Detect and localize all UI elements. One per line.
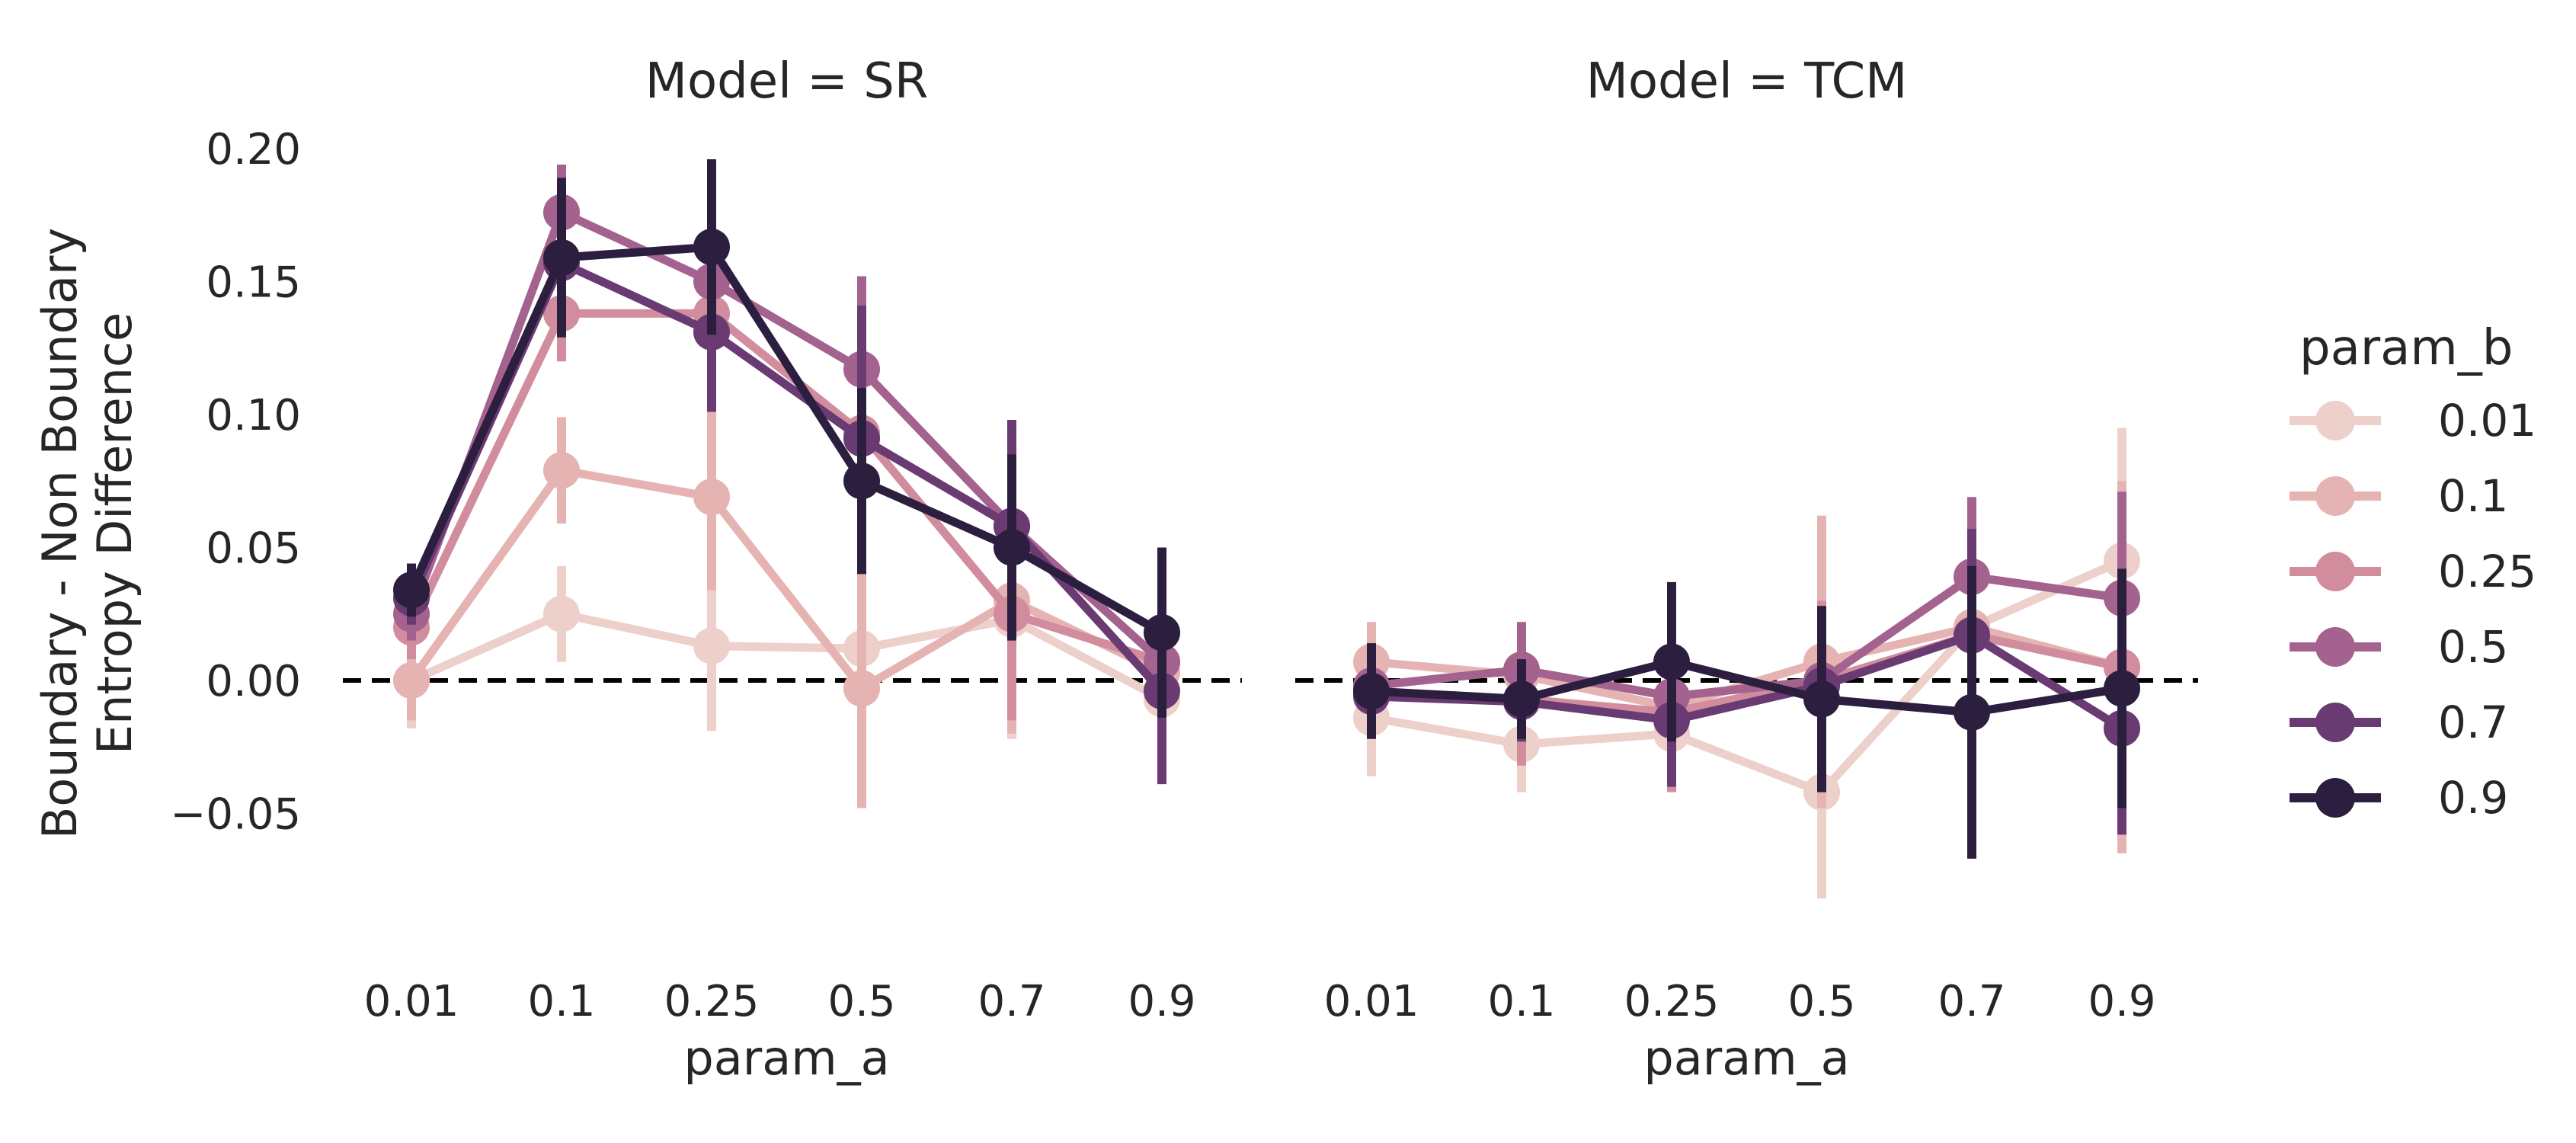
- legend-item-0-9: 0.9: [2290, 772, 2508, 824]
- data-point: [393, 572, 430, 609]
- legend-item-0-5: 0.5: [2290, 621, 2508, 673]
- x-tick-label: 0.01: [1324, 977, 1419, 1026]
- y-tick-label: 0.20: [206, 125, 301, 174]
- y-tick-label: −0.05: [170, 790, 301, 840]
- data-point: [693, 479, 730, 516]
- x-axis-label: param_a: [1643, 1030, 1849, 1086]
- series-0-9: [393, 158, 1180, 718]
- data-point: [543, 452, 580, 489]
- series-0-7: [393, 215, 1180, 785]
- data-point: [1144, 614, 1180, 652]
- y-axis-label-line-2: Entropy Difference: [87, 312, 142, 754]
- x-tick-label: 0.25: [1624, 977, 1720, 1026]
- data-point: [1653, 643, 1690, 680]
- legend-label: 0.7: [2438, 696, 2508, 748]
- y-tick-label: 0.15: [206, 258, 301, 308]
- legend-item-0-7: 0.7: [2290, 696, 2508, 748]
- x-tick-label: 0.9: [2088, 977, 2155, 1026]
- data-point: [543, 595, 580, 632]
- data-point: [1503, 680, 1540, 718]
- data-point: [693, 229, 730, 266]
- series-line: [1371, 572, 2123, 701]
- x-tick-label: 0.25: [664, 977, 760, 1026]
- legend-marker: [2315, 703, 2355, 742]
- x-tick-label: 0.7: [1938, 977, 2005, 1026]
- series-line: [409, 610, 1164, 703]
- legend-marker: [2315, 552, 2355, 591]
- x-axis-label: param_a: [683, 1030, 889, 1086]
- y-axis-label: Boundary - Non Boundary Entropy Differen…: [32, 228, 142, 839]
- data-point: [1803, 680, 1840, 718]
- legend-item-0-1: 0.1: [2290, 470, 2508, 522]
- panel-sr: Model = SR 0.01 0.1 0.25 0.5 0.7 0.9 param_a: [343, 53, 1242, 1086]
- legend-label: 0.9: [2438, 772, 2508, 824]
- legend-item-0-01: 0.01: [2290, 395, 2536, 447]
- x-tick-label: 0.7: [978, 977, 1045, 1026]
- data-point: [1954, 693, 1990, 731]
- y-tick-label: 0.05: [206, 524, 301, 574]
- legend: param_b 0.01 0.1 0.25 0.5 0.7 0.9: [2290, 320, 2536, 824]
- legend-marker: [2315, 627, 2355, 667]
- panel-title: Model = TCM: [1586, 53, 1908, 110]
- legend-marker: [2315, 778, 2355, 818]
- legend-marker: [2315, 476, 2355, 516]
- x-tick-label: 0.01: [364, 977, 459, 1026]
- data-point: [2104, 670, 2140, 707]
- legend-label: 0.25: [2438, 546, 2536, 597]
- series-0-1: [393, 404, 1180, 808]
- x-tick-label: 0.5: [827, 977, 895, 1026]
- series-line: [408, 309, 1163, 666]
- y-tick-label: 0.10: [206, 391, 301, 440]
- series-0-9: [1353, 565, 2140, 859]
- panel-tcm: Model = TCM 0.01 0.1 0.25 0.5 0.7 0.9 param_a: [1295, 53, 2198, 1086]
- series-line: [1371, 556, 2124, 797]
- legend-title: param_b: [2299, 320, 2513, 376]
- legend-marker: [2315, 401, 2355, 440]
- legend-item-0-25: 0.25: [2290, 546, 2536, 597]
- data-point: [843, 463, 880, 500]
- series-line: [408, 466, 1164, 693]
- data-point: [543, 239, 580, 277]
- y-axis-label-line-1: Boundary - Non Boundary: [32, 228, 88, 839]
- data-point: [994, 529, 1030, 566]
- legend-label: 0.1: [2438, 470, 2508, 522]
- panel-title: Model = SR: [645, 53, 929, 110]
- x-tick-label: 0.1: [527, 977, 595, 1026]
- x-tick-label: 0.5: [1787, 977, 1855, 1026]
- data-point: [693, 627, 730, 664]
- series-0-5: [1353, 491, 2140, 764]
- data-point: [393, 662, 430, 699]
- series-line: [1371, 658, 2123, 717]
- legend-label: 0.5: [2438, 621, 2508, 673]
- x-tick-label: 0.1: [1487, 977, 1555, 1026]
- y-tick-label: 0.00: [206, 657, 301, 706]
- legend-label: 0.01: [2438, 395, 2536, 447]
- series-line: [407, 242, 1164, 636]
- panels: −0.05 0.00 0.05 0.10 0.15 0.20 Model = SR 0.01 0…: [170, 53, 2198, 1086]
- data-point: [843, 670, 880, 707]
- data-point: [1353, 672, 1390, 709]
- x-tick-label: 0.9: [1128, 977, 1195, 1026]
